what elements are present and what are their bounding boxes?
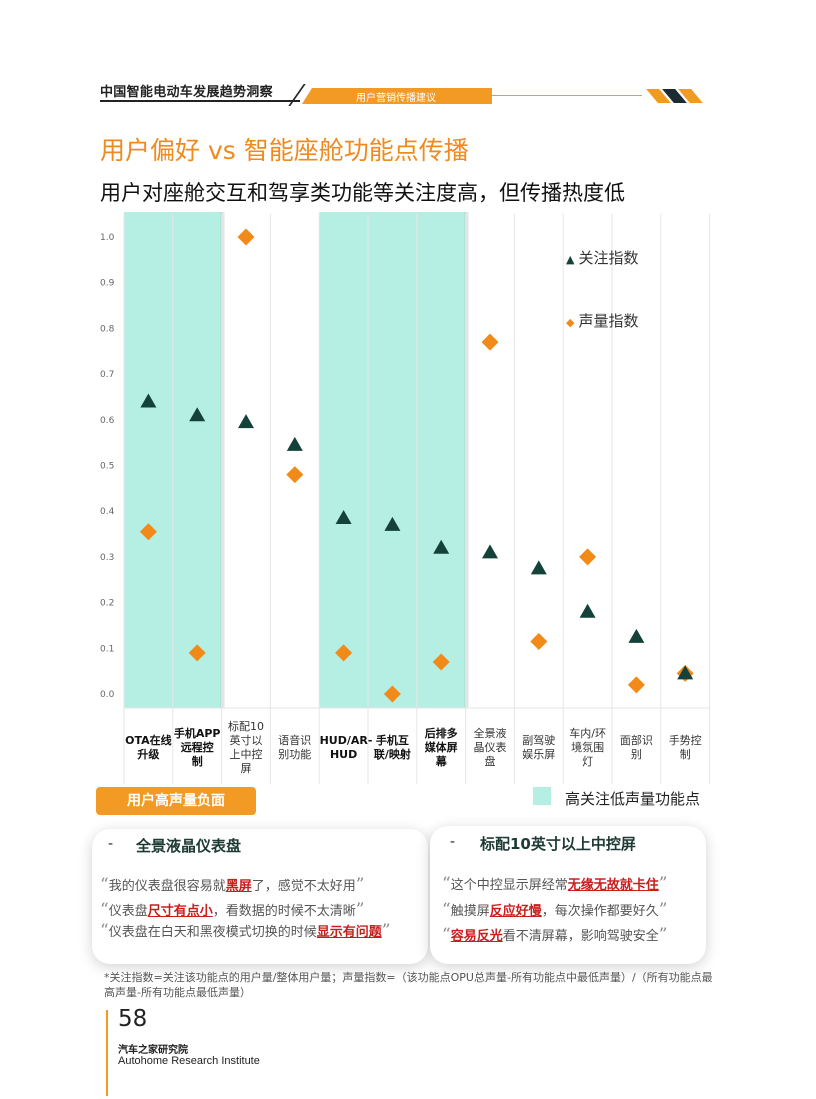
card-dash: - [108, 836, 114, 852]
card-title: 标配10英寸以上中控屏 [480, 835, 636, 853]
attention-triangle-point [189, 407, 206, 422]
category-label: 标配10 英寸以 上中控屏 [228, 720, 264, 775]
volume-diamond-point [579, 548, 597, 566]
card-dash: - [450, 834, 456, 850]
category-label: 车内/环 境氛围灯 [569, 727, 606, 768]
attention-triangle-point [482, 544, 498, 559]
attention-triangle-point [286, 436, 303, 451]
negative-section-badge: 用户高声量负面 [96, 787, 256, 815]
page-number: 58 [118, 1006, 148, 1032]
highlight-band-shadow [464, 212, 469, 708]
highlight-band [319, 212, 466, 708]
quote: “触摸屏反应好慢，每次操作都要好久” [442, 900, 668, 920]
y-tick-label: 0.5 [100, 462, 114, 472]
category-label: 副驾驶 娱乐屏 [522, 734, 556, 761]
scatter-chart: 0.0 0.1 0.2 0.3 0.4 0.5 0.6 0.7 0.8 0.9 1.0 [100, 212, 711, 784]
category-label: 手机APP 远程控制 [173, 727, 221, 768]
quote: “我的仪表盘很容易就黑屏了，感觉不太好用” [100, 875, 365, 895]
legend-attention: ▲ 关注指数 [566, 247, 638, 268]
card-title: 全景液晶仪表盘 [136, 837, 242, 855]
volume-diamond-point [383, 685, 401, 703]
page-subtitle: 用户对座舱交互和驾享类功能等关注度高，但传播热度低 [100, 181, 625, 205]
volume-diamond-point [432, 653, 450, 671]
section-tag: 用户营销传播建议 [356, 93, 436, 104]
volume-diamond-point [627, 676, 645, 694]
volume-diamond-point [286, 466, 304, 484]
category-label: 语音识 别功能 [278, 734, 312, 761]
category-label: 手势控制 [668, 734, 702, 761]
triangle-icon: ▲ [566, 253, 575, 266]
negative-card-dashboard: - 全景液晶仪表盘 “我的仪表盘很容易就黑屏了，感觉不太好用” “仪表盘尺寸有点… [92, 829, 428, 964]
volume-diamond-point [139, 523, 157, 541]
attention-triangle-point [384, 516, 401, 531]
diamond-icon: ◆ [566, 316, 575, 329]
highlight-legend-label: 高关注低声量功能点 [565, 790, 701, 808]
attention-triangle-point [628, 628, 645, 643]
attention-triangle-point [530, 560, 547, 575]
attention-triangle-point [140, 393, 157, 408]
y-tick-label: 0.4 [100, 507, 115, 517]
attention-triangle-point [579, 603, 596, 618]
y-tick-label: 1.0 [100, 233, 115, 243]
negative-card-center-screen: - 标配10英寸以上中控屏 “这个中控显示屏经常无缘无故就卡住” “触摸屏反应好… [430, 826, 706, 964]
section-tag-banner [302, 88, 492, 104]
legend-volume: ◆ 声量指数 [566, 310, 638, 331]
page-title: 用户偏好 vs 智能座舱功能点传播 [100, 136, 469, 165]
volume-diamond-point [335, 644, 353, 662]
quote: “仪表盘在白天和黑夜模式切换的时候显示有问题” [100, 921, 391, 941]
attention-triangle-point [433, 539, 450, 554]
y-tick-label: 0.0 [100, 690, 115, 700]
legend-attention-label: 关注指数 [578, 249, 639, 267]
y-tick-label: 0.2 [100, 599, 114, 609]
quote: “仪表盘尺寸有点小，看数据的时候不太清晰” [100, 900, 365, 920]
y-tick-label: 0.9 [100, 279, 115, 289]
attention-triangle-point [335, 510, 352, 525]
volume-diamond-point [481, 333, 499, 351]
y-tick-label: 0.6 [100, 416, 115, 426]
institute-name-cn: 汽车之家研究院 [118, 1045, 188, 1056]
report-title: 中国智能电动车发展趋势洞察 [100, 85, 273, 100]
institute-name-en: Autohome Research Institute [118, 1055, 260, 1067]
quote: “容易反光看不清屏幕，影响驾驶安全” [442, 925, 668, 945]
category-label: 手机互 联/映射 [373, 734, 411, 761]
volume-diamond-point [530, 632, 548, 650]
attention-triangle-point [677, 665, 694, 680]
y-tick-label: 0.1 [100, 644, 114, 654]
header-underline [100, 100, 300, 102]
quote: “这个中控显示屏经常无缘无故就卡住” [442, 874, 668, 894]
attention-triangle-point [238, 414, 254, 429]
category-label: HUD/AR- HUD [319, 734, 373, 761]
category-label: 全景液 晶仪表盘 [473, 727, 507, 768]
footnote: *关注指数=关注该功能点的用户量/整体用户量；声量指数=（该功能点OPU总声量-… [104, 971, 713, 999]
header-thin-line [492, 95, 642, 96]
y-tick-label: 0.8 [100, 324, 115, 334]
y-tick-label: 0.7 [100, 370, 114, 380]
volume-diamond-point [237, 228, 255, 246]
category-label: OTA在线 升级 [125, 734, 172, 761]
footer-bar [106, 1010, 108, 1096]
legend-volume-label: 声量指数 [578, 312, 639, 330]
category-label: 面部识别 [619, 734, 653, 761]
highlight-legend-swatch [533, 787, 551, 805]
volume-diamond-point [188, 644, 206, 662]
category-label: 后排多 媒体屏幕 [424, 727, 458, 768]
y-tick-label: 0.3 [100, 553, 114, 563]
highlight-band-shadow [220, 212, 225, 708]
